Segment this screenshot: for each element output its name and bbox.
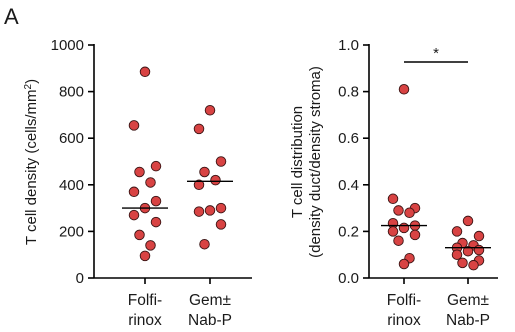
chart-t-cell-distribution: T cell distribution (density duct/densit… — [289, 37, 498, 329]
data-point — [462, 245, 474, 257]
data-point — [193, 123, 205, 135]
data-point — [150, 216, 162, 228]
chart-t-cell-density: T cell density (cells/mm2) 0 200 400 600 800… — [23, 37, 252, 329]
data-point — [210, 174, 221, 186]
data-point — [204, 104, 216, 116]
y-tick-label: 0.0 — [338, 270, 359, 287]
panel-label: A — [4, 4, 19, 29]
y-tick-label: 1.0 — [338, 37, 359, 54]
data-point — [150, 160, 162, 172]
data-point — [128, 186, 140, 198]
data-point — [387, 193, 399, 205]
data-point — [193, 179, 205, 191]
y-tick-label: 0.4 — [338, 177, 359, 194]
data-point — [398, 258, 410, 270]
data-point — [215, 202, 227, 214]
data-point — [193, 206, 205, 217]
data-point — [199, 166, 210, 178]
y-tick-label: 800 — [59, 84, 84, 101]
x-tick-label-line1: Folfi- — [387, 292, 421, 309]
y-axis-label-line2: (density duct/density stroma) — [307, 66, 324, 258]
data-point — [215, 156, 227, 167]
data-point — [393, 205, 404, 216]
data-point — [204, 205, 216, 216]
data-point — [398, 222, 410, 234]
data-point — [398, 84, 410, 95]
y-tick-label: 1000 — [51, 37, 84, 54]
data-point — [128, 120, 140, 131]
x-tick-label-line2: Nab-P — [446, 312, 490, 329]
x-tick-label-line1: Folfi- — [128, 292, 162, 309]
y-axis-label-line1: T cell distribution — [289, 106, 306, 218]
data-point — [150, 195, 162, 207]
data-point — [393, 235, 404, 246]
data-point — [462, 215, 474, 227]
data-point — [404, 207, 415, 219]
x-tick-label-line2: rinox — [387, 312, 421, 329]
y-tick-label: 0.2 — [338, 223, 359, 240]
y-tick-label: 0.8 — [338, 84, 359, 101]
data-point — [215, 219, 227, 230]
data-point — [468, 259, 479, 271]
x-tick-label-line2: Nab-P — [188, 312, 232, 329]
y-tick-label: 400 — [59, 177, 84, 194]
data-point — [457, 257, 468, 269]
data-point — [409, 229, 421, 241]
data-point — [134, 229, 145, 241]
data-point — [145, 177, 156, 188]
significance-marker: * — [433, 45, 439, 62]
data-point — [387, 226, 399, 237]
x-tick-label-line1: Gem± — [447, 292, 490, 309]
data-point — [451, 226, 463, 237]
data-point — [473, 244, 485, 256]
y-tick-label: 0 — [76, 270, 84, 287]
data-point — [473, 230, 485, 242]
data-point — [145, 240, 156, 251]
data-point — [134, 166, 145, 178]
x-tick-label-line1: Gem± — [189, 292, 232, 309]
y-tick-label: 0.6 — [338, 130, 359, 147]
data-point — [451, 249, 463, 260]
y-tick-label: 600 — [59, 130, 84, 147]
data-point — [139, 250, 151, 262]
data-point — [139, 66, 151, 78]
data-point — [128, 209, 140, 221]
y-axis-label: T cell density (cells/mm2) — [23, 79, 41, 245]
x-tick-label-line2: rinox — [128, 312, 162, 329]
data-point — [199, 238, 210, 250]
y-tick-label: 200 — [59, 223, 84, 240]
